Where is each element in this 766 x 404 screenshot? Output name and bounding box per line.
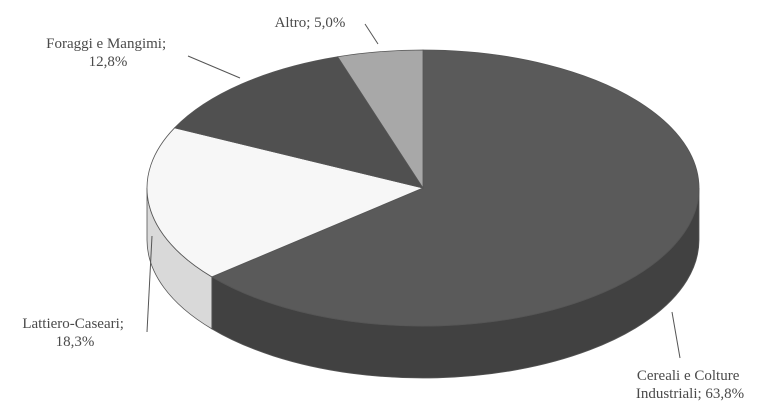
label-foraggi: Foraggi e Mangimi; 12,8% — [46, 36, 170, 70]
leader-line-foraggi — [187, 55, 241, 79]
leader-lines — [146, 23, 681, 359]
pie-slice-cereali-e-colture-industriali — [210, 49, 700, 327]
pie-slice-altro — [336, 49, 424, 190]
pie-slice-foraggi-e-mangimi — [173, 56, 424, 189]
leader-line-lattiero — [146, 235, 153, 333]
label-cereali: Cereali e Colture Industriali; 63,8% — [636, 368, 744, 402]
leader-line-cereali — [671, 311, 681, 359]
label-altro: Altro; 5,0% — [275, 15, 346, 31]
pie-slice-lattiero-caseari — [146, 127, 425, 278]
leader-line-altro — [364, 23, 379, 45]
pie-top — [146, 49, 700, 327]
label-lattiero: Lattiero-Caseari; 18,3% — [22, 316, 127, 350]
